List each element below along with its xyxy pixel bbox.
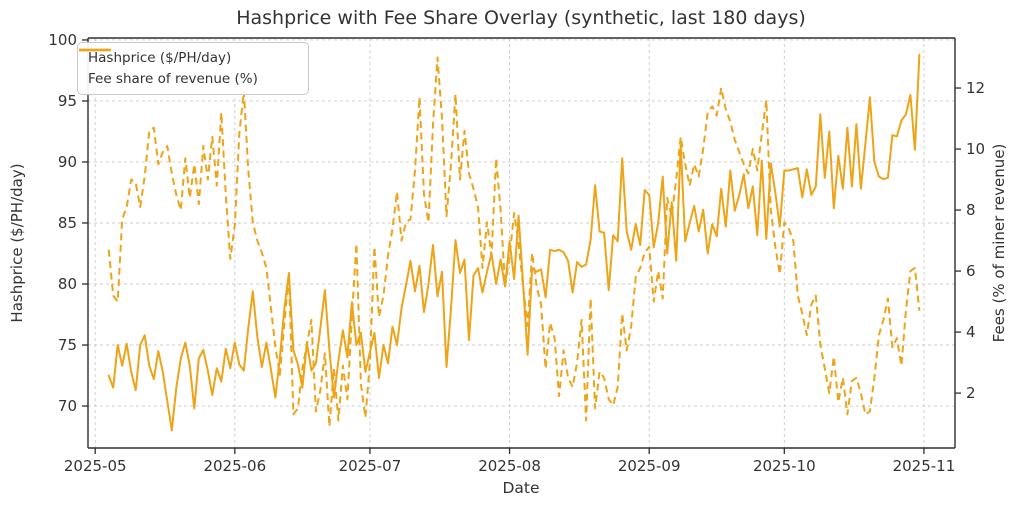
left-y-tick-label: 90 — [58, 153, 77, 171]
left-y-axis-label: Hashprice ($/PH/day) — [8, 163, 26, 322]
right-y-axis-label: Fees (% of miner revenue) — [990, 144, 1008, 343]
right-y-tick-label: 6 — [966, 262, 976, 280]
axis-tick-labels: 70 75 80 85 90 95 100 2 4 6 8 10 12 2025-05 2025-06 202… — [48, 31, 985, 475]
legend: Hashprice ($/PH/day) Fee share of revenu… — [77, 42, 309, 95]
left-y-tick-label: 95 — [58, 92, 77, 110]
left-y-tick-label: 80 — [58, 275, 77, 293]
hashprice-line — [107, 53, 921, 432]
left-y-tick-label: 100 — [48, 31, 77, 49]
x-tick-label: 2025-11 — [893, 457, 956, 475]
x-tick-label: 2025-09 — [618, 457, 681, 475]
left-y-tick-label: 85 — [58, 214, 77, 232]
legend-item-hashprice: Hashprice ($/PH/day) — [79, 48, 298, 66]
x-tick-label: 2025-07 — [339, 457, 402, 475]
dashed-line-swatch-icon — [79, 48, 111, 52]
right-y-tick-label: 12 — [966, 79, 985, 97]
right-y-tick-label: 2 — [966, 384, 976, 402]
x-tick-label: 2025-06 — [203, 457, 266, 475]
axes-spines — [87, 37, 956, 449]
left-y-tick-label: 75 — [58, 336, 77, 354]
legend-label-hashprice: Hashprice ($/PH/day) — [88, 50, 232, 66]
legend-item-feeshare: Fee share of revenue (%) — [79, 48, 298, 87]
right-y-tick-label: 10 — [966, 140, 985, 158]
x-axis-label: Date — [502, 479, 539, 497]
right-y-tick-label: 4 — [966, 323, 976, 341]
x-tick-label: 2025-08 — [478, 457, 541, 475]
chart-title: Hashprice with Fee Share Overlay (synthe… — [236, 7, 806, 29]
x-tick-label: 2025-10 — [753, 457, 816, 475]
right-y-tick-label: 8 — [966, 201, 976, 219]
axis-ticks — [82, 39, 961, 454]
fee-share-line — [107, 56, 921, 428]
x-tick-label: 2025-05 — [64, 457, 127, 475]
gridlines — [88, 38, 955, 448]
legend-label-feeshare: Fee share of revenue (%) — [88, 71, 258, 87]
left-y-tick-label: 70 — [58, 397, 77, 415]
